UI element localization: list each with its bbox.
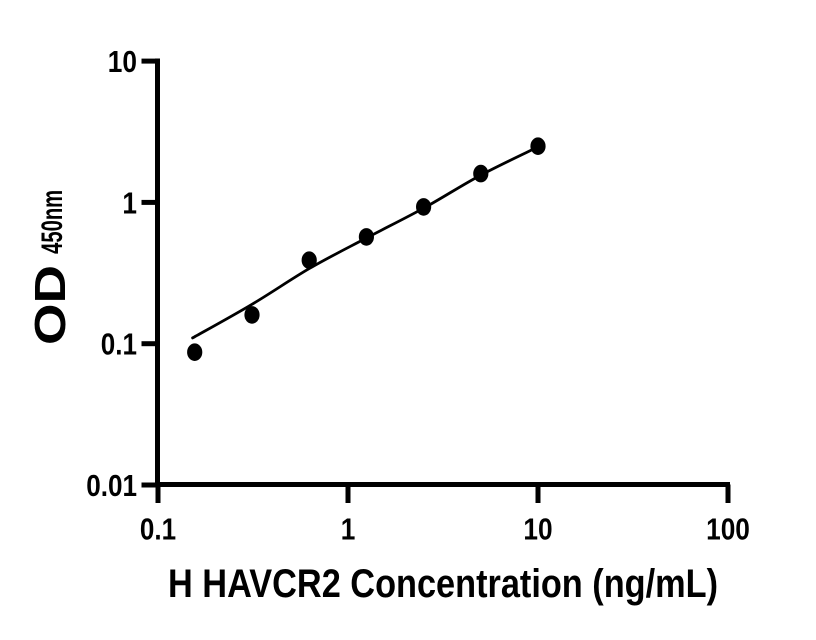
data-point-marker <box>473 164 489 183</box>
x-tick-label: 100 <box>706 512 750 547</box>
y-axis-title: OD 450nm <box>26 190 75 345</box>
data-point-marker <box>530 137 546 155</box>
data-point-marker <box>244 306 260 324</box>
x-axis-title: H HAVCR2 Concentration (ng/mL) <box>168 562 718 606</box>
y-tick-label: 0.1 <box>101 327 137 362</box>
data-point-marker <box>301 251 317 269</box>
x-tick-label: 10 <box>523 512 552 547</box>
y-tick-label: 1 <box>122 185 137 220</box>
y-axis-title-sub: 450nm <box>36 190 69 254</box>
x-tick-label: 1 <box>341 512 356 547</box>
x-tick-label: 0.1 <box>140 512 176 547</box>
data-point-marker <box>358 228 374 246</box>
y-tick-label: 0.01 <box>86 468 137 503</box>
data-point-marker <box>416 198 432 216</box>
y-tick-label: 10 <box>108 44 137 79</box>
y-axis-title-main: OD <box>26 265 75 345</box>
data-point-marker <box>187 343 203 362</box>
